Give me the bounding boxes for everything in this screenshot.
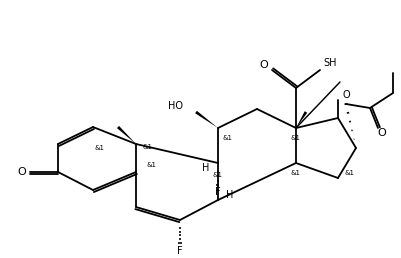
Text: F: F [177,246,182,256]
Polygon shape [194,111,217,128]
Text: H: H [226,190,233,200]
Text: &1: &1 [290,170,300,176]
Text: &1: &1 [344,170,354,176]
Text: HO: HO [168,101,182,111]
Text: F: F [215,187,220,197]
Text: O: O [259,60,268,70]
Text: O: O [377,128,385,138]
Text: &1: &1 [223,135,233,141]
Text: &1: &1 [95,145,105,151]
Text: &1: &1 [147,162,157,168]
Text: &1: &1 [143,144,153,150]
Text: H: H [202,163,209,173]
Text: &1: &1 [213,172,223,178]
Text: SH: SH [322,58,336,68]
Polygon shape [295,111,306,128]
Text: &1: &1 [290,135,300,141]
Polygon shape [117,126,136,144]
Text: O: O [341,90,349,100]
Text: O: O [18,167,26,177]
